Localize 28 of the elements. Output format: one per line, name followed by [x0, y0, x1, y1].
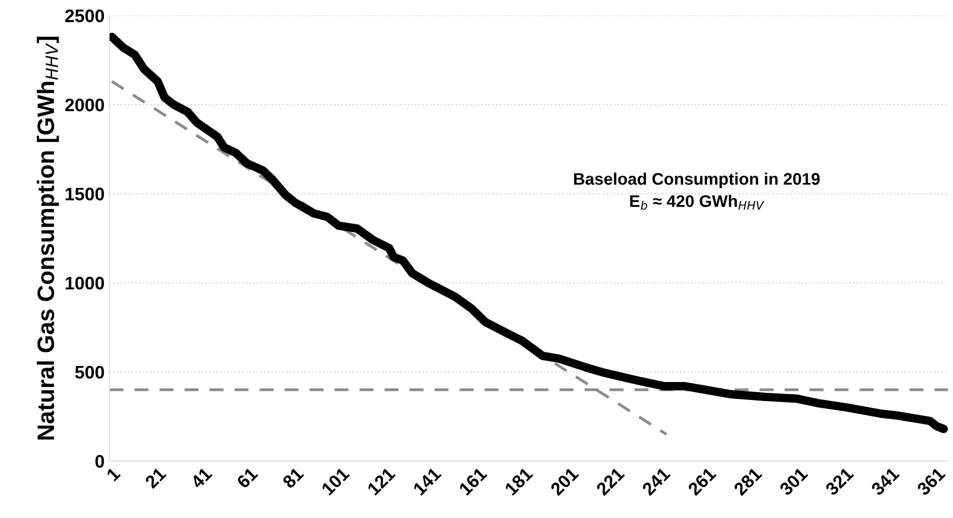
x-tick-label: 161 — [458, 466, 488, 496]
x-tick-label: 361 — [916, 466, 946, 496]
x-tick-label: 301 — [778, 466, 808, 496]
x-tick-label: 101 — [320, 466, 350, 496]
x-tick-label: 1 — [106, 466, 121, 482]
y-tick-label: 2000 — [65, 98, 104, 112]
x-tick-label: 81 — [282, 466, 304, 490]
x-tick-label: 21 — [144, 466, 167, 489]
x-tick-label: 321 — [824, 466, 854, 496]
annotation: Baseload Consumption in 2019 — [574, 172, 820, 188]
y-tick-label: 500 — [75, 366, 104, 379]
y-tick-label: 1000 — [66, 276, 104, 290]
x-tick-label: 241 — [641, 466, 671, 496]
x-tick-label: 181 — [504, 466, 534, 496]
y-axis-title: Natural Gas Consumption [GWh$_{HHV}$] — [36, 36, 59, 440]
x-tick-label: 121 — [366, 466, 396, 496]
y-tick-label: 1500 — [66, 188, 104, 200]
x-tick-label: 61 — [236, 466, 258, 489]
x-tick-label: 341 — [870, 466, 900, 496]
x-tick-label: 201 — [550, 466, 580, 496]
annotation: E$_{b}$ ≈ 420 GWh$_{HHV}$ — [630, 194, 764, 210]
x-tick-label: 141 — [412, 466, 442, 496]
x-tick-label: 41 — [190, 466, 212, 490]
x-tick-label: 261 — [687, 466, 717, 496]
x-tick-label: 281 — [732, 466, 762, 496]
x-tick-label: 221 — [595, 466, 625, 496]
y-tick-label: 2500 — [65, 9, 104, 22]
y-tick-label: 0 — [95, 454, 104, 468]
